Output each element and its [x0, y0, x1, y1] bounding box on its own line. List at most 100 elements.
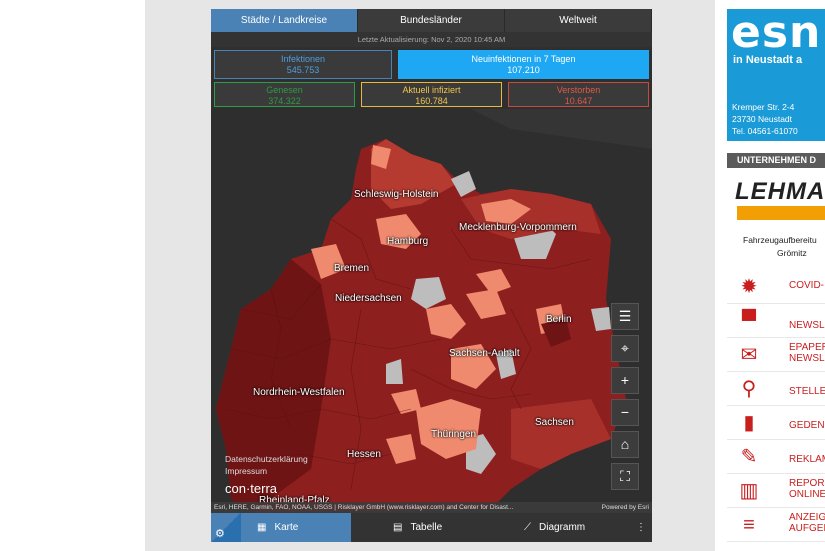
sidebar-item-label: ANZEIGI AUFGEB	[789, 512, 825, 534]
nav-label: Diagramm	[539, 522, 586, 533]
lehmann-logo: LEHMA	[735, 178, 825, 205]
minus-icon: −	[620, 404, 630, 420]
map-label-berlin: Berlin	[546, 314, 572, 325]
map-label-schleswig-holstein: Schleswig-Holstein	[354, 189, 439, 200]
nav-label: Karte	[274, 522, 299, 533]
tab-bar: Städte / Landkreise Bundesländer Weltwei…	[211, 9, 652, 32]
attribution-text: Esri, HERE, Garmin, FAO, NOAA, USGS | Ri…	[214, 504, 514, 511]
zoom-out-button[interactable]: −	[611, 399, 639, 426]
sidebar-item-label: GEDEN	[789, 420, 825, 431]
esn-title: in Neustadt a	[733, 54, 803, 66]
map-canvas	[211, 109, 652, 513]
sidebar-item-label: NEWSL	[789, 320, 825, 331]
nav-label: Tabelle	[410, 522, 443, 533]
lehmann-advertisement[interactable]: LEHMA Fahrzeugaufbereitu Grömitz	[727, 170, 825, 266]
impressum-link[interactable]: Impressum	[225, 466, 268, 476]
more-menu-button[interactable]: ⋮	[636, 513, 652, 542]
choropleth-map[interactable]: Schleswig-Holstein Hamburg Mecklenburg-V…	[211, 109, 652, 513]
lehmann-line: Fahrzeugaufbereitu	[743, 235, 817, 245]
address-line: Tel. 04561-61070	[732, 126, 798, 136]
tab-bundeslaender[interactable]: Bundesländer	[358, 9, 505, 32]
stat-aktuell-infiziert[interactable]: Aktuell infiziert 160.784	[361, 82, 502, 107]
line-chart-icon: ⟋	[524, 522, 531, 533]
tab-staedte-landkreise[interactable]: Städte / Landkreise	[211, 9, 358, 32]
nav-diagramm[interactable]: ⟋ Diagramm	[516, 513, 636, 542]
stat-label: Verstorben	[556, 85, 601, 95]
nav-tabelle[interactable]: ▤ Tabelle	[351, 513, 516, 542]
map-label-mecklenburg-vorpommern: Mecklenburg-Vorpommern	[459, 222, 577, 233]
sidebar-item-stellen[interactable]: ⚲ STELLE	[727, 372, 825, 406]
esn-address: Kremper Str. 2-4 23730 Neustadt Tel. 045…	[732, 101, 798, 137]
unternehmen-header: UNTERNEHMEN D	[727, 153, 825, 168]
map-label-rheinland-pfalz: Rheinland-Pfalz	[259, 495, 330, 506]
stat-infektionen[interactable]: Infektionen 545.753	[214, 50, 392, 79]
sidebar-item-gedenken[interactable]: ▮ GEDEN	[727, 406, 825, 440]
esn-advertisement[interactable]: esn in Neustadt a Kremper Str. 2-4 23730…	[727, 9, 825, 141]
stat-row-top: Infektionen 545.753 Neuinfektionen in 7 …	[211, 47, 652, 79]
virus-icon: ✹	[740, 276, 758, 298]
lehmann-line: Grömitz	[777, 248, 807, 258]
covid-dashboard: Städte / Landkreise Bundesländer Weltwei…	[211, 9, 652, 542]
sidebar-item-epaper[interactable]: ✉ EPAPER NEWSL	[727, 338, 825, 372]
map-icon: ▦	[257, 522, 267, 533]
layer-list-button[interactable]: ☰	[611, 303, 639, 330]
stat-label: Neuinfektionen in 7 Tagen	[471, 54, 576, 64]
address-line: Kremper Str. 2-4	[732, 102, 795, 112]
expand-icon: ⛶	[620, 468, 630, 484]
last-updated: Letzte Aktualisierung: Nov 2, 2020 10:45…	[211, 32, 652, 47]
envelope-icon: ✉	[740, 344, 758, 366]
stat-value: 10.647	[564, 96, 593, 106]
settings-button[interactable]: ⚙	[211, 513, 241, 542]
sidebar-item-label: REPOR ONLINE	[789, 478, 825, 500]
map-label-bremen: Bremen	[334, 263, 370, 274]
stat-label: Genesen	[266, 85, 303, 95]
graduation-cap-icon: ▀	[741, 310, 757, 332]
sidebar-item-reporter[interactable]: ▥ REPOR ONLINE	[727, 474, 825, 508]
map-label-nordrhein-westfalen: Nordrhein-Westfalen	[253, 387, 345, 398]
home-button[interactable]: ⌂	[611, 431, 639, 458]
zoom-in-button[interactable]: +	[611, 367, 639, 394]
stat-genesen[interactable]: Genesen 374.322	[214, 82, 355, 107]
crosshair-icon: ⌖	[621, 340, 629, 356]
candle-icon: ▮	[743, 412, 755, 434]
sidebar-item-label: EPAPER NEWSL	[789, 342, 825, 364]
map-label-sachsen: Sachsen	[535, 417, 574, 428]
stat-label: Aktuell infiziert	[402, 85, 461, 95]
sidebar-item-label: REKLAM	[789, 454, 825, 465]
map-label-niedersachsen: Niedersachsen	[335, 293, 402, 304]
lines-icon: ≡	[743, 514, 755, 536]
map-attribution: Esri, HERE, Garmin, FAO, NOAA, USGS | Ri…	[211, 502, 652, 513]
stat-neuinfektionen[interactable]: Neuinfektionen in 7 Tagen 107.210	[398, 50, 649, 79]
map-label-hamburg: Hamburg	[387, 236, 429, 247]
side-navigation: ✹ COVID- ▀ NEWSL ✉ EPAPER NEWSL ⚲ STELLE ▮ GE…	[727, 270, 825, 542]
stat-value: 160.784	[415, 96, 448, 106]
sidebar-item-label: COVID-	[789, 280, 824, 291]
stat-value: 545.753	[286, 65, 320, 75]
stat-verstorben[interactable]: Verstorben 10.647	[508, 82, 649, 107]
lehmann-stripe	[727, 206, 825, 220]
esn-logo: esn	[731, 9, 822, 58]
sidebar-item-newsletter[interactable]: ▀ NEWSL	[727, 304, 825, 338]
table-icon: ▤	[393, 522, 403, 533]
kebab-icon: ⋮	[636, 522, 646, 533]
stat-value: 374.322	[268, 96, 301, 106]
powered-by-esri[interactable]: Powered by Esri	[601, 504, 649, 511]
lehmann-text: Fahrzeugaufbereitu Grömitz	[743, 234, 817, 260]
tab-weltweit[interactable]: Weltweit	[505, 9, 652, 32]
gear-icon: ⚙	[215, 528, 225, 540]
magnifier-icon: ⚲	[741, 378, 757, 400]
stat-row-bottom: Genesen 374.322 Aktuell infiziert 160.78…	[211, 79, 652, 107]
fullscreen-button[interactable]: ⛶	[611, 463, 639, 490]
sidebar-item-anzeigen[interactable]: ≡ ANZEIGI AUFGEB	[727, 508, 825, 542]
datenschutz-link[interactable]: Datenschutzerklärung	[225, 454, 308, 464]
sidebar-item-label: STELLE	[789, 386, 825, 397]
map-label-sachsen-anhalt: Sachsen-Anhalt	[449, 348, 520, 359]
bottom-nav: ▦ Karte ▤ Tabelle ⟋ Diagramm ⋮	[211, 513, 652, 542]
sidebar-item-reklamation[interactable]: ✎ REKLAM	[727, 440, 825, 474]
stat-label: Infektionen	[280, 54, 326, 64]
privacy-links: Datenschutzerklärung Impressum	[225, 453, 308, 477]
locate-button[interactable]: ⌖	[611, 335, 639, 362]
megaphone-icon: ✎	[740, 446, 758, 468]
sidebar-item-covid[interactable]: ✹ COVID-	[727, 270, 825, 304]
